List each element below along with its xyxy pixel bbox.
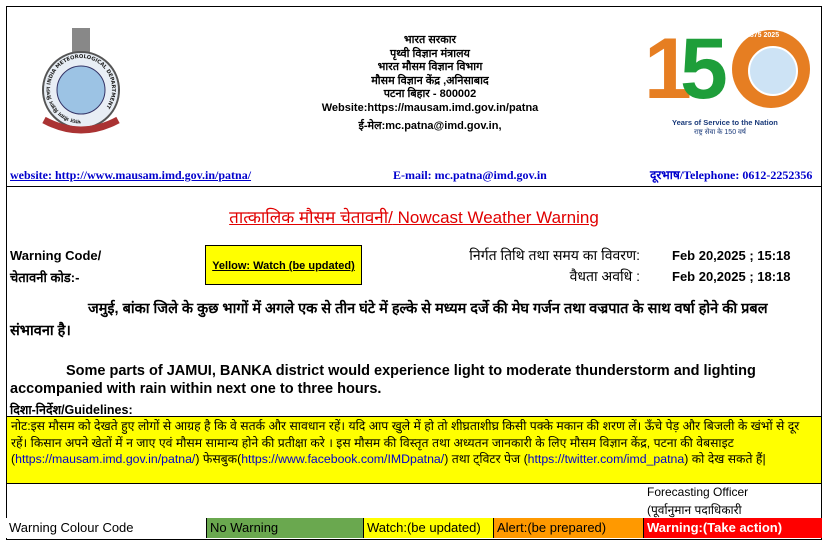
colour-code-label: Warning Colour Code bbox=[6, 518, 206, 538]
colour-warning: Warning:(Take action) bbox=[643, 518, 822, 538]
colour-no-warning: No Warning bbox=[206, 518, 363, 538]
website-note-link[interactable]: https://mausam.imd.gov.in/patna/ bbox=[15, 452, 196, 466]
divider bbox=[6, 186, 822, 187]
validity-label: वैधता अवधि : bbox=[569, 268, 640, 284]
title-english: Nowcast Weather Warning bbox=[392, 208, 599, 227]
logo-tagline-hi: राष्ट्र सेवा के 150 वर्ष bbox=[694, 129, 746, 136]
note-text: नोट:इस मौसम को देखते हुए लोगों से आग्रह … bbox=[11, 419, 800, 466]
guidelines-label: दिशा-निर्देश/Guidelines: bbox=[10, 403, 133, 417]
warning-code-label-hi: चेतावनी कोड:- bbox=[10, 270, 80, 285]
note-text: ) को देख सकते हैं| bbox=[684, 452, 766, 466]
message-english: Some parts of JAMUI, BANKA district woul… bbox=[10, 363, 756, 397]
org-line: भारत सरकार bbox=[403, 34, 457, 46]
logo-years: 1875 2025 bbox=[746, 32, 780, 39]
logo-digit-1: 1 bbox=[644, 21, 692, 117]
officer-hi: (पूर्वानुमान पदाधिकारी bbox=[647, 503, 742, 517]
imd-150-logo: 1 5 1875 2025 Years of Service to the Na… bbox=[644, 21, 814, 141]
twitter-link[interactable]: https://twitter.com/imd_patna bbox=[527, 452, 685, 466]
facebook-link[interactable]: https://www.facebook.com/IMDpatna/ bbox=[241, 452, 445, 466]
logo-digit-5: 5 bbox=[680, 21, 728, 117]
colour-alert: Alert:(be prepared) bbox=[493, 518, 643, 538]
note-text: ) फेसबुक( bbox=[195, 452, 242, 466]
warning-code-value: Yellow: Watch (be updated) bbox=[205, 245, 362, 285]
warning-code-label-en: Warning Code/ bbox=[10, 248, 102, 263]
website-link[interactable]: website: http://www.mausam.imd.gov.in/pa… bbox=[10, 168, 252, 182]
org-line: मौसम विज्ञान केंद्र ,अनिसाबाद bbox=[371, 74, 489, 87]
email-text: E-mail: mc.patna@imd.gov.in bbox=[393, 168, 547, 182]
telephone-text: दूरभाष/Telephone: 0612-2252356 bbox=[650, 168, 813, 182]
validity-value: Feb 20,2025 ; 18:18 bbox=[672, 269, 791, 284]
logo-tagline: Years of Service to the Nation bbox=[672, 118, 778, 127]
page-title: तात्कालिक मौसम चेतावनी/ Nowcast Weather … bbox=[6, 205, 822, 228]
message-hindi: जमुई, बांका जिले के कुछ भागों में अगले ए… bbox=[10, 301, 768, 339]
title-hindi: तात्कालिक मौसम चेतावनी/ bbox=[229, 208, 393, 227]
org-address: भारत सरकार पृथ्वी विज्ञान मंत्रालय भारत … bbox=[290, 34, 570, 134]
imd-logo: भारत मौसम विज्ञान विभाग INDIA METEOROLOG… bbox=[36, 28, 126, 138]
guidelines-note: नोट:इस मौसम को देखते हुए लोगों से आग्रह … bbox=[6, 416, 822, 484]
officer-en: Forecasting Officer bbox=[647, 485, 749, 499]
logo-ring: 1875 2025 bbox=[732, 30, 810, 108]
note-text: ) तथा ट्विटर पेज ( bbox=[444, 452, 528, 466]
bulletin-frame bbox=[6, 6, 822, 540]
email-line: ई-मेल:mc.patna@imd.gov.in, bbox=[358, 120, 502, 132]
issue-time-label: निर्गत तिथि तथा समय का विवरण: bbox=[469, 247, 640, 263]
org-line: भारत मौसम विज्ञान विभाग bbox=[377, 61, 483, 73]
website-line: Website:https://mausam.imd.gov.in/patna bbox=[321, 101, 539, 114]
org-line: पटना बिहार - 800002 bbox=[383, 88, 477, 100]
colour-watch: Watch:(be updated) bbox=[363, 518, 493, 538]
issue-time-value: Feb 20,2025 ; 15:18 bbox=[672, 248, 791, 263]
org-line: पृथ्वी विज्ञान मंत्रालय bbox=[390, 47, 470, 60]
